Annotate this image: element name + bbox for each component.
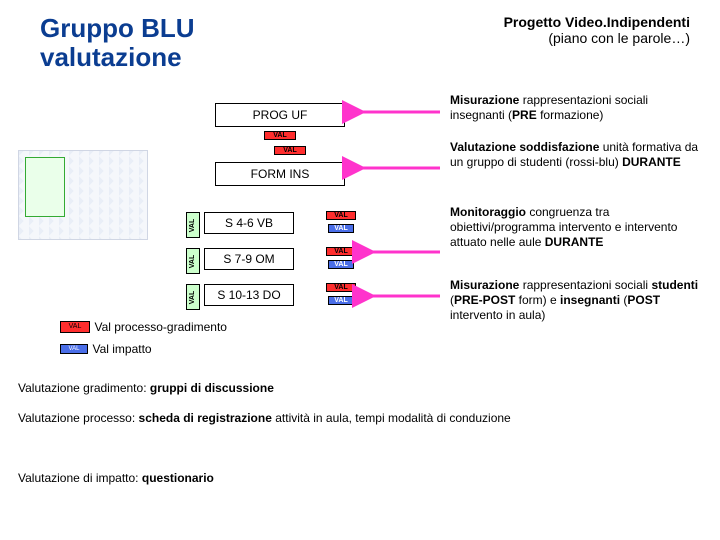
box-form-ins: FORM INS	[215, 162, 345, 186]
valtag-red-proguf: VAL	[264, 131, 296, 140]
bottom-2: Valutazione processo: scheda di registra…	[18, 410, 698, 426]
valtag-red-single: VAL	[274, 146, 306, 155]
para-2: Valutazione soddisfazione unità formativ…	[450, 140, 702, 170]
box-row-1: S 4-6 VB	[204, 212, 294, 234]
subtitle-line-1: Progetto Video.Indipendenti	[504, 14, 690, 30]
box-row-3: S 10-13 DO	[204, 284, 294, 306]
legend-swatch-blue: VAL	[60, 344, 88, 354]
page-title: Gruppo BLU valutazione	[40, 14, 195, 71]
valtag-red-row3: VAL	[326, 283, 356, 292]
box-form-ins-label: FORM INS	[251, 167, 310, 181]
para-3: Monitoraggio congruenza tra obiettivi/pr…	[450, 205, 702, 250]
subtitle-line-2: (piano con le parole…)	[504, 30, 690, 46]
valbar-3: VAL	[186, 284, 200, 310]
legend-text-blue: Val impatto	[92, 342, 151, 356]
box-prog-uf: PROG UF	[215, 103, 345, 127]
arrows-layer	[0, 0, 720, 540]
project-subtitle: Progetto Video.Indipendenti (piano con l…	[504, 14, 690, 46]
valtag-red-row1: VAL	[326, 211, 356, 220]
title-line-1: Gruppo BLU	[40, 14, 195, 43]
valbar-1: VAL	[186, 212, 200, 238]
box-prog-uf-label: PROG UF	[253, 108, 308, 122]
title-line-2: valutazione	[40, 43, 195, 72]
box-row-2: S 7-9 OM	[204, 248, 294, 270]
valtag-blue-row2: VAL	[328, 260, 354, 269]
valbar-2: VAL	[186, 248, 200, 274]
bottom-1: Valutazione gradimento: gruppi di discus…	[18, 380, 698, 396]
para-4: Misurazione rappresentazioni sociali stu…	[450, 278, 702, 323]
legend-text-red: Val processo-gradimento	[94, 320, 227, 334]
legend: VAL Val processo-gradimento VAL Val impa…	[60, 318, 227, 358]
bottom-3: Valutazione di impatto: questionario	[18, 470, 698, 486]
thumbnail-image	[18, 150, 148, 240]
valtag-red-row2: VAL	[326, 247, 356, 256]
valtag-blue-row1: VAL	[328, 224, 354, 233]
valtag-blue-row3: VAL	[328, 296, 354, 305]
legend-swatch-red: VAL	[60, 321, 90, 333]
para-1: Misurazione rappresentazioni sociali ins…	[450, 93, 702, 123]
